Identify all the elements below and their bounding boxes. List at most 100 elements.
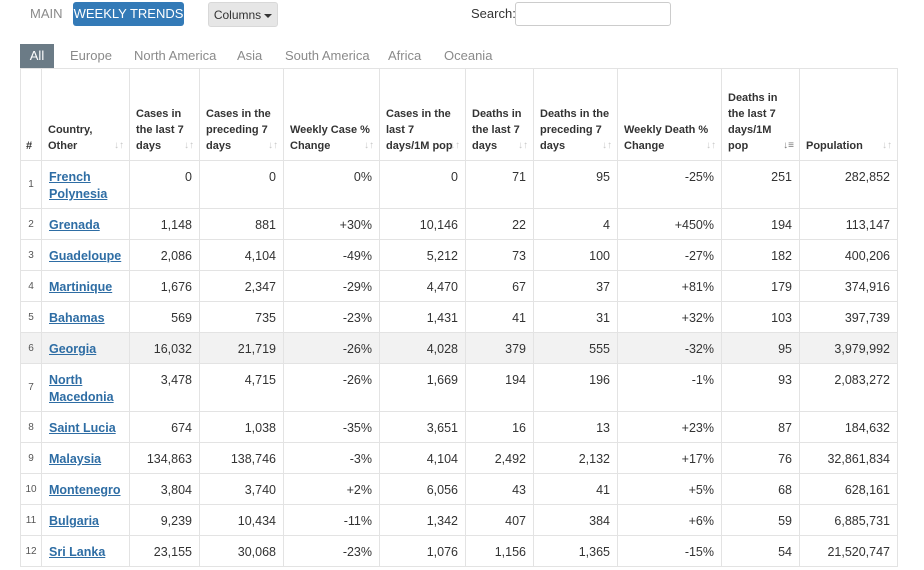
cell-deathsPrev: 384	[533, 504, 618, 536]
cell-cases7: 9,239	[129, 504, 200, 536]
country-link[interactable]: Malaysia	[49, 452, 102, 466]
cell-population: 282,852	[799, 160, 898, 209]
cell-deathsPrev: 555	[533, 332, 618, 364]
cell-casesPrev: 735	[199, 301, 284, 333]
country-cell: Montenegro	[41, 473, 130, 505]
country-cell: Saint Lucia	[41, 411, 130, 443]
cell-cases7: 0	[129, 160, 200, 209]
cell-cases7: 23,155	[129, 535, 200, 567]
cell-casesPrev: 30,068	[199, 535, 284, 567]
header-cases-7-days-per-1m[interactable]: Cases in the last 7 days/1M pop ↓↑	[379, 68, 466, 161]
cell-deaths1m: 95	[721, 332, 800, 364]
region-tab-africa[interactable]: Africa	[388, 48, 422, 63]
country-link[interactable]: Saint Lucia	[49, 421, 116, 435]
country-link[interactable]: Bahamas	[49, 311, 105, 325]
row-index: 4	[20, 270, 42, 302]
header-weekly-case-change[interactable]: Weekly Case % Change ↓↑	[283, 68, 380, 161]
sort-icon: ↓↑	[114, 140, 124, 151]
header-deaths-7-days-per-1m[interactable]: Deaths in the last 7 days/1M pop ↓≡	[721, 68, 800, 161]
country-link[interactable]: Bulgaria	[49, 514, 100, 528]
country-link[interactable]: Guadeloupe	[49, 249, 122, 263]
row-index: 3	[20, 239, 42, 271]
region-tab-europe[interactable]: Europe	[70, 48, 112, 63]
country-link[interactable]: North Macedonia	[49, 373, 114, 404]
cell-deaths7: 71	[465, 160, 534, 209]
table-row: 9 Malaysia 134,863 138,746 -3% 4,104 2,492 2,13…	[20, 442, 898, 474]
country-cell: French Polynesia	[41, 160, 130, 209]
cell-deathChange: +5%	[617, 473, 722, 505]
cell-caseChange: -26%	[283, 363, 380, 412]
region-tab-all[interactable]: All	[20, 44, 54, 68]
cell-cases1m: 6,056	[379, 473, 466, 505]
sort-icon: ↓↑	[882, 140, 892, 151]
header-population[interactable]: Population ↓↑	[799, 68, 898, 161]
header-country[interactable]: Country, Other ↓↑	[41, 68, 130, 161]
region-tab-south-america[interactable]: South America	[285, 48, 370, 63]
row-index: 6	[20, 332, 42, 364]
region-tab-oceania[interactable]: Oceania	[444, 48, 493, 63]
table-row: 3 Guadeloupe 2,086 4,104 -49% 5,212 73 100 -27% 1…	[20, 239, 898, 271]
weekly-trends-table: # Country, Other ↓↑ Cases in the last 7 d…	[20, 68, 898, 567]
cell-population: 32,861,834	[799, 442, 898, 474]
cell-population: 400,206	[799, 239, 898, 271]
country-link[interactable]: Grenada	[49, 218, 100, 232]
country-link[interactable]: Sri Lanka	[49, 545, 106, 559]
cell-casesPrev: 4,715	[199, 363, 284, 412]
cell-deaths1m: 59	[721, 504, 800, 536]
cell-deathsPrev: 95	[533, 160, 618, 209]
table-row: 11 Bulgaria 9,239 10,434 -11% 1,342 407 384 +6% 5…	[20, 504, 898, 536]
cell-population: 21,520,747	[799, 535, 898, 567]
country-link[interactable]: Martinique	[49, 280, 113, 294]
row-index: 11	[20, 504, 42, 536]
cell-cases1m: 1,076	[379, 535, 466, 567]
header-index[interactable]: #	[20, 68, 42, 161]
top-toolbar: MAIN WEEKLY TRENDS Columns Search:	[0, 0, 924, 40]
cell-caseChange: -29%	[283, 270, 380, 302]
sort-icon: ↓↑	[602, 140, 612, 151]
country-link[interactable]: Montenegro	[49, 483, 121, 497]
country-cell: Bulgaria	[41, 504, 130, 536]
cell-caseChange: -23%	[283, 301, 380, 333]
cell-deathChange: +23%	[617, 411, 722, 443]
cell-cases7: 1,676	[129, 270, 200, 302]
table-row: 8 Saint Lucia 674 1,038 -35% 3,651 16 13 +23% 87 1…	[20, 411, 898, 443]
header-cases-7-days[interactable]: Cases in the last 7 days ↓↑	[129, 68, 200, 161]
cell-population: 2,083,272	[799, 363, 898, 412]
country-link[interactable]: French Polynesia	[49, 170, 108, 201]
search-input[interactable]	[515, 2, 671, 26]
header-weekly-death-change[interactable]: Weekly Death % Change ↓↑	[617, 68, 722, 161]
row-index: 9	[20, 442, 42, 474]
country-link[interactable]: Georgia	[49, 342, 97, 356]
tab-weekly-trends[interactable]: WEEKLY TRENDS	[73, 2, 184, 26]
header-cases-preceding-7-days[interactable]: Cases in the preceding 7 days ↓↑	[199, 68, 284, 161]
header-deaths-preceding-7-days[interactable]: Deaths in the preceding 7 days ↓↑	[533, 68, 618, 161]
header-deaths-7-days[interactable]: Deaths in the last 7 days ↓↑	[465, 68, 534, 161]
cell-cases1m: 5,212	[379, 239, 466, 271]
tab-main[interactable]: MAIN	[30, 6, 63, 21]
table-row: 2 Grenada 1,148 881 +30% 10,146 22 4 +450% 194 113…	[20, 208, 898, 240]
cell-deathsPrev: 2,132	[533, 442, 618, 474]
row-index: 1	[20, 160, 42, 209]
cell-casesPrev: 881	[199, 208, 284, 240]
country-cell: Martinique	[41, 270, 130, 302]
row-index: 2	[20, 208, 42, 240]
cell-caseChange: +30%	[283, 208, 380, 240]
cell-casesPrev: 0	[199, 160, 284, 209]
region-tab-asia[interactable]: Asia	[237, 48, 263, 63]
cell-deathsPrev: 1,365	[533, 535, 618, 567]
cell-caseChange: +2%	[283, 473, 380, 505]
cell-cases1m: 1,431	[379, 301, 466, 333]
cell-population: 184,632	[799, 411, 898, 443]
country-cell: Sri Lanka	[41, 535, 130, 567]
cell-population: 113,147	[799, 208, 898, 240]
cell-deaths7: 16	[465, 411, 534, 443]
cell-deaths7: 67	[465, 270, 534, 302]
cell-caseChange: -23%	[283, 535, 380, 567]
cell-deaths7: 2,492	[465, 442, 534, 474]
cell-deathsPrev: 196	[533, 363, 618, 412]
cell-cases1m: 1,342	[379, 504, 466, 536]
cell-deathChange: +81%	[617, 270, 722, 302]
region-tab-north-america[interactable]: North America	[134, 48, 217, 63]
cell-cases1m: 0	[379, 160, 466, 209]
columns-dropdown-button[interactable]: Columns	[208, 2, 278, 27]
